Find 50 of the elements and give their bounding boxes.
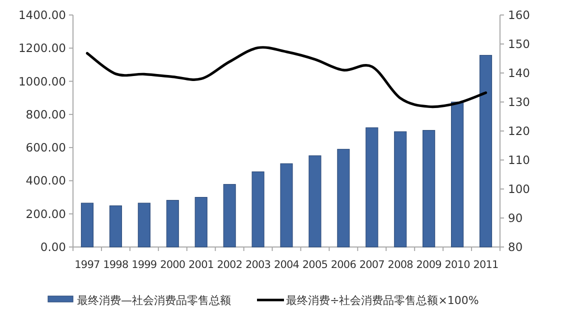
bar <box>109 205 122 248</box>
y2-tick-label: 130 <box>508 95 530 109</box>
x-tick-label: 2000 <box>160 259 186 271</box>
bar <box>394 131 407 248</box>
legend-label: 最终消费—社会消费品零售总额 <box>77 294 231 307</box>
y2-tick-label: 150 <box>508 37 530 51</box>
y-tick-label: 600.00 <box>26 140 66 155</box>
bar <box>166 200 179 248</box>
y-tick-label: 0.00 <box>40 240 66 254</box>
bar <box>194 196 208 248</box>
x-tick-label: 1998 <box>103 259 128 271</box>
x-tick-label: 2002 <box>217 259 242 271</box>
y2-tick-label: 100 <box>508 182 530 196</box>
x-tick-label: 2006 <box>330 259 357 271</box>
x-tick-label: 2009 <box>416 259 442 271</box>
x-tick-label: 2005 <box>302 259 328 271</box>
bar <box>451 102 464 248</box>
x-tick-label: 2010 <box>444 259 470 271</box>
bar <box>337 148 350 248</box>
y-tick-label: 1000.00 <box>18 74 66 88</box>
y-tick-label: 800.00 <box>26 107 66 122</box>
y2-tick-label: 90 <box>508 211 523 225</box>
line-series <box>86 46 488 108</box>
x-tick-label: 2001 <box>188 259 214 271</box>
legend-label: 最终消费÷社会消费品零售总额×100% <box>286 294 479 307</box>
bar <box>422 130 436 248</box>
bar <box>138 202 150 248</box>
bar <box>252 171 264 248</box>
y-tick-label: 200.00 <box>26 206 66 221</box>
y-tick-label: 400.00 <box>26 174 66 188</box>
y2-tick-label: 110 <box>508 153 530 167</box>
bar <box>308 155 322 248</box>
bar <box>366 127 378 248</box>
y2-tick-label: 140 <box>508 66 530 80</box>
x-tick-label: 1999 <box>132 259 157 271</box>
y-tick-label: 1200.00 <box>18 41 66 56</box>
y2-tick-label: 80 <box>508 240 523 254</box>
x-tick-label: 2004 <box>274 259 300 271</box>
x-tick-label: 2007 <box>359 259 384 271</box>
x-tick-label: 2011 <box>473 259 498 271</box>
bar <box>223 184 236 248</box>
bar <box>280 163 293 248</box>
x-tick-label: 2003 <box>245 259 271 271</box>
x-tick-label: 1997 <box>74 259 100 271</box>
bar <box>80 202 94 248</box>
x-tick-label: 2008 <box>388 259 413 271</box>
bar <box>479 54 492 248</box>
y-tick-label: 1400.00 <box>18 8 66 22</box>
y2-tick-label: 160 <box>508 8 530 22</box>
y2-tick-label: 120 <box>508 124 530 138</box>
